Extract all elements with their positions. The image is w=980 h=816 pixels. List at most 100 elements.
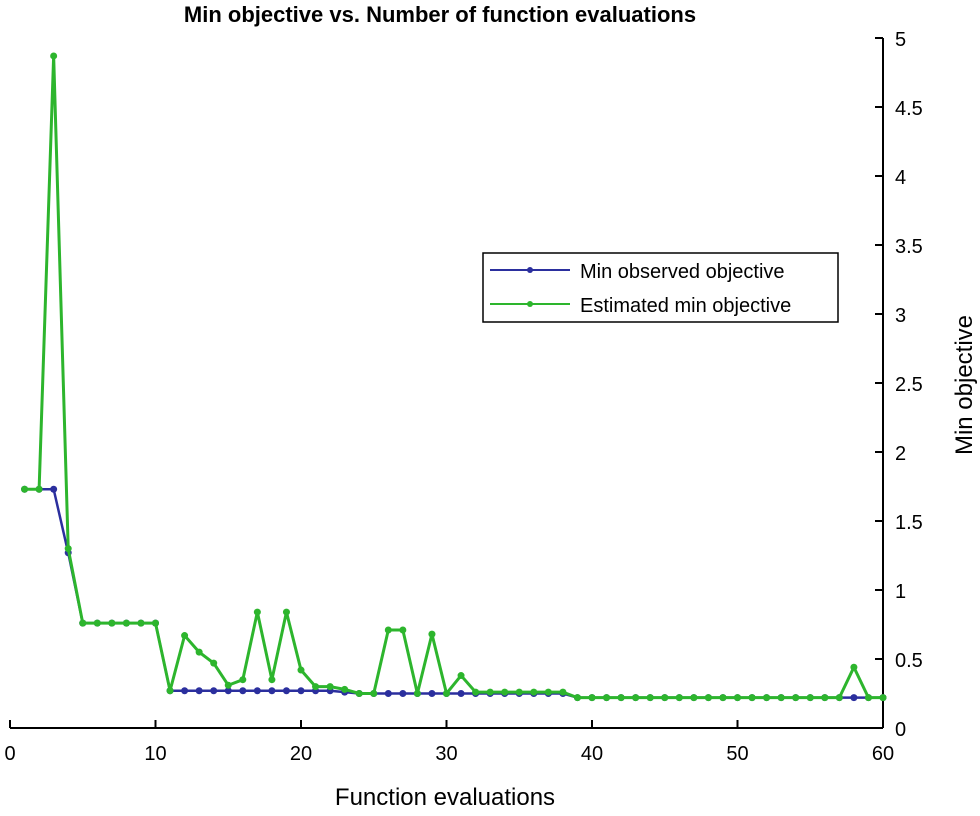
data-point-estimated (690, 694, 698, 702)
data-point-estimated (79, 619, 87, 627)
data-point-estimated (326, 683, 334, 691)
x-tick-label: 60 (872, 743, 894, 765)
series-line-observed (24, 488, 883, 699)
data-point-estimated (93, 619, 101, 627)
data-point-estimated (748, 694, 756, 702)
data-point-observed (399, 690, 407, 697)
data-point-estimated (457, 672, 465, 680)
y-tick-label: 3 (895, 305, 906, 327)
data-point-estimated (297, 666, 305, 674)
y-tick-label: 2 (895, 443, 906, 465)
data-point-estimated (181, 632, 189, 640)
x-tick-label: 10 (144, 743, 166, 765)
data-point-estimated (253, 608, 261, 616)
data-point-estimated (821, 694, 829, 702)
series-line-estimated (24, 55, 883, 700)
data-point-estimated (559, 688, 567, 696)
x-tick-label: 0 (4, 743, 15, 765)
data-point-estimated (719, 694, 727, 702)
data-point-estimated (50, 52, 58, 60)
y-axis-label: Min objective (951, 315, 978, 455)
data-point-estimated (806, 694, 814, 702)
data-point-estimated (122, 619, 130, 627)
data-point-estimated (64, 545, 72, 553)
y-tick-label: 2.5 (895, 374, 923, 396)
data-point-estimated (166, 687, 174, 695)
data-point-observed (239, 687, 247, 695)
data-point-observed (195, 687, 203, 695)
data-point-estimated (472, 688, 480, 696)
data-point-observed (224, 687, 232, 695)
y-tick-label: 1.5 (895, 512, 923, 534)
data-point-estimated (413, 690, 421, 697)
data-point-estimated (195, 648, 203, 656)
data-point-estimated (734, 694, 741, 702)
data-point-estimated (370, 690, 378, 697)
data-point-estimated (879, 694, 887, 702)
data-point-estimated (704, 694, 712, 702)
data-point-estimated (777, 694, 785, 702)
data-point-estimated (35, 485, 43, 493)
data-point-estimated (661, 694, 669, 702)
x-tick-label: 40 (581, 743, 603, 765)
data-point-estimated (21, 485, 29, 493)
data-point-estimated (152, 619, 159, 627)
y-tick-label: 4.5 (895, 98, 923, 120)
data-point-observed (268, 687, 276, 695)
data-point-estimated (763, 694, 771, 702)
legend-label-observed: Min observed objective (580, 261, 785, 283)
legend-label-estimated: Estimated min objective (580, 295, 791, 317)
data-point-estimated (530, 688, 538, 696)
legend-box (482, 252, 839, 323)
data-point-estimated (224, 681, 232, 689)
data-point-estimated (355, 690, 363, 697)
data-point-estimated (341, 685, 349, 693)
data-point-observed (297, 687, 305, 695)
data-point-estimated (282, 608, 290, 616)
data-point-estimated (399, 626, 407, 634)
data-point-estimated (268, 676, 276, 684)
x-tick-label: 20 (290, 743, 312, 765)
y-tick-label: 5 (895, 29, 906, 51)
data-point-observed (428, 690, 436, 697)
data-point-observed (282, 687, 290, 695)
y-tick-label: 0 (895, 719, 906, 741)
data-point-estimated (501, 688, 509, 696)
data-point-estimated (646, 694, 654, 702)
data-point-estimated (312, 683, 320, 691)
data-point-estimated (137, 619, 145, 627)
y-tick-label: 1 (895, 581, 906, 603)
chart-title: Min objective vs. Number of function eva… (184, 2, 696, 27)
data-point-estimated (675, 694, 683, 702)
data-point-observed (253, 687, 261, 695)
data-point-estimated (443, 690, 450, 697)
data-point-estimated (573, 694, 581, 702)
data-point-estimated (835, 694, 843, 702)
legend: Min observed objective Estimated min obj… (482, 252, 839, 323)
data-point-estimated (108, 619, 116, 627)
data-point-estimated (210, 659, 218, 667)
data-point-estimated (617, 694, 625, 702)
data-point-observed (50, 485, 58, 493)
x-axis-label: Function evaluations (335, 784, 555, 811)
legend-marker-observed (527, 267, 533, 273)
data-point-estimated (384, 626, 392, 634)
data-point-observed (384, 690, 392, 697)
data-point-estimated (588, 694, 596, 702)
y-tick-label: 3.5 (895, 236, 923, 258)
y-tick-label: 0.5 (895, 650, 923, 672)
data-point-estimated (515, 688, 523, 696)
data-point-observed (850, 694, 858, 702)
data-point-observed (210, 687, 218, 695)
data-point-estimated (792, 694, 800, 702)
data-point-estimated (864, 694, 872, 702)
data-point-estimated (632, 694, 640, 702)
data-point-estimated (544, 688, 552, 696)
data-point-estimated (428, 630, 436, 638)
data-point-estimated (239, 676, 247, 684)
x-tick-label: 50 (726, 743, 748, 765)
legend-marker-estimated (527, 301, 533, 307)
y-tick-label: 4 (895, 167, 906, 189)
